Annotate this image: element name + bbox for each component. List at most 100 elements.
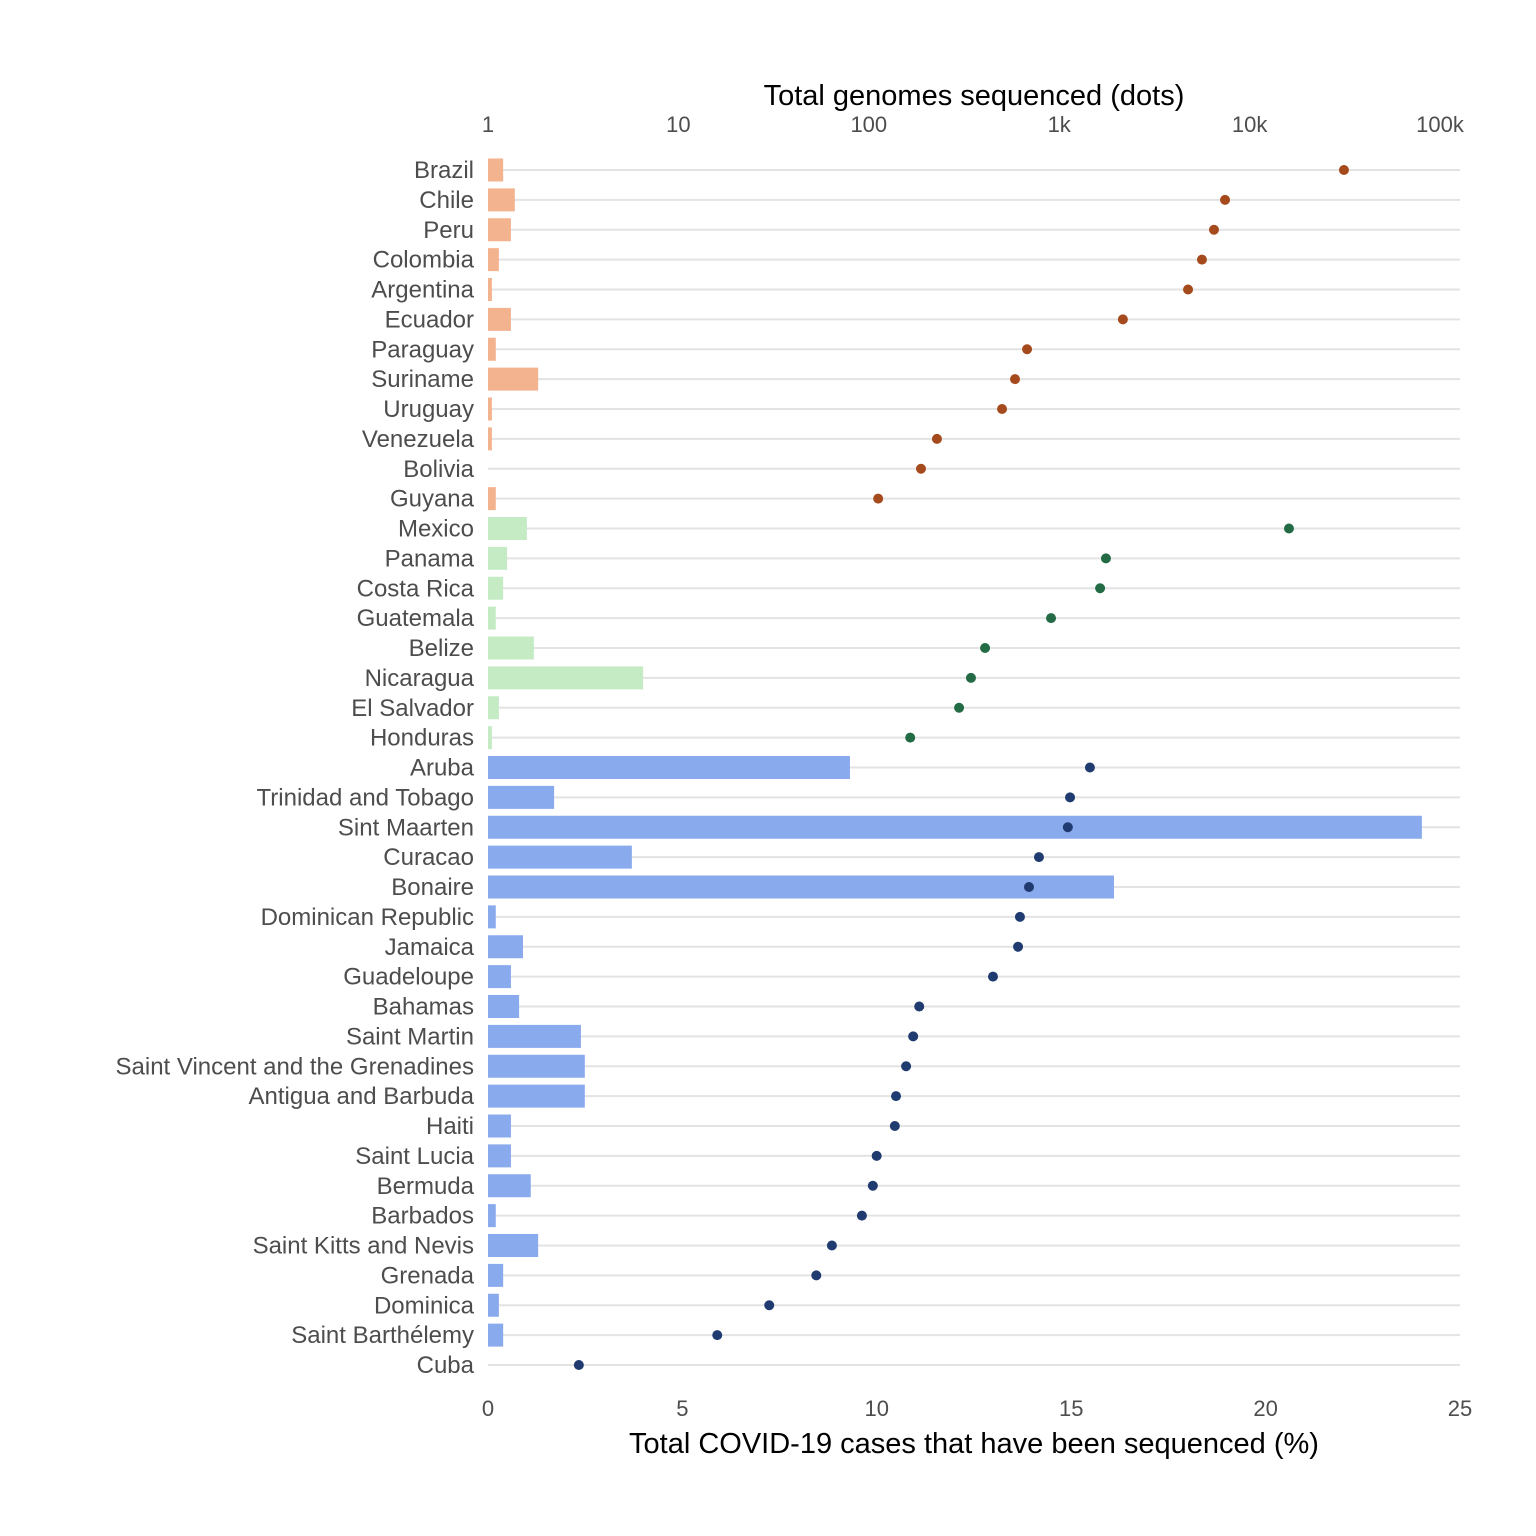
- dot-guatemala: [1046, 613, 1057, 624]
- top-tick-label: 10: [666, 112, 690, 137]
- bar-nicaragua: [488, 666, 644, 690]
- dot-mexico: [1283, 523, 1294, 534]
- row-label: Grenada: [381, 1262, 475, 1289]
- row-label: Bermuda: [377, 1173, 475, 1200]
- top-axis-ticks: 1 10 100 1k 10k 100k: [482, 112, 1465, 137]
- bar-grenada: [488, 1263, 504, 1287]
- bottom-axis-ticks: 0 5 10 15 20 25: [482, 1396, 1472, 1421]
- dot-paraguay: [1022, 344, 1033, 355]
- bar-aruba: [488, 756, 850, 779]
- bar-bermuda: [488, 1174, 531, 1198]
- dot-colombia: [1196, 254, 1207, 265]
- dot-haiti: [889, 1121, 900, 1131]
- bottom-tick-label: 25: [1448, 1396, 1472, 1421]
- x-axis-title: Total COVID-19 cases that have been sequ…: [629, 1428, 1319, 1460]
- dot-sint-maarten: [1062, 822, 1073, 833]
- bar-dominican-republic: [488, 905, 496, 929]
- dot-suriname: [1010, 374, 1021, 385]
- bar-saint-martin: [488, 1024, 581, 1048]
- dot-barbados: [856, 1210, 867, 1221]
- dot-saint-kitts-and-nevis: [826, 1240, 837, 1251]
- row-label: Suriname: [371, 366, 474, 393]
- top-axis-title: Total genomes sequenced (dots): [764, 80, 1185, 112]
- bar-el-salvador: [488, 696, 499, 720]
- bottom-tick-label: 5: [676, 1396, 688, 1421]
- dot-dominican-republic: [1014, 911, 1025, 922]
- row-label: Jamaica: [385, 934, 475, 961]
- dot-dominica: [764, 1300, 775, 1311]
- row-label: Belize: [409, 635, 474, 662]
- dot-curacao: [1033, 852, 1044, 863]
- bar-belize: [488, 636, 534, 660]
- dot-bahamas: [914, 1001, 925, 1012]
- dot-saint-vincent-and-the-grenadines: [901, 1061, 912, 1072]
- bars: [488, 158, 1422, 1347]
- row-label: Costa Rica: [357, 575, 475, 602]
- bar-bonaire: [488, 875, 1114, 899]
- row-label: Guatemala: [357, 605, 475, 632]
- row-label: Peru: [423, 217, 474, 244]
- dot-trinidad-and-tobago: [1065, 792, 1076, 803]
- row-label: Dominica: [374, 1292, 475, 1319]
- top-tick-label: 1k: [1048, 112, 1072, 137]
- dot-bermuda: [867, 1180, 878, 1191]
- bar-haiti: [488, 1114, 511, 1138]
- bar-guadeloupe: [488, 965, 511, 989]
- bar-guatemala: [488, 606, 496, 630]
- row-label: Venezuela: [362, 426, 475, 453]
- dot-aruba: [1084, 762, 1095, 773]
- row-label: Argentina: [371, 277, 474, 304]
- top-tick-label: 1: [482, 112, 494, 137]
- dot-peru: [1208, 224, 1219, 235]
- row-label: Curacao: [383, 844, 474, 871]
- bar-jamaica: [488, 935, 523, 959]
- row-label: El Salvador: [351, 695, 474, 722]
- bar-bahamas: [488, 995, 520, 1018]
- bar-ecuador: [488, 307, 511, 331]
- dot-cuba: [573, 1360, 584, 1370]
- dot-honduras: [905, 732, 916, 743]
- bar-mexico: [488, 517, 527, 540]
- dot-grenada: [811, 1270, 822, 1281]
- bar-trinidad-and-tobago: [488, 785, 555, 809]
- bottom-tick-label: 20: [1253, 1396, 1277, 1421]
- dot-bonaire: [1023, 882, 1034, 892]
- row-label: Trinidad and Tobago: [257, 784, 475, 811]
- dot-nicaragua: [965, 672, 976, 683]
- row-label: Colombia: [373, 247, 475, 274]
- dot-el-salvador: [954, 702, 965, 713]
- bar-saint-vincent-and-the-grenadines: [488, 1054, 585, 1078]
- row-label: Guyana: [390, 486, 475, 513]
- dot-guyana: [873, 493, 884, 504]
- dot-chile: [1220, 194, 1231, 205]
- dot-saint-martin: [908, 1031, 919, 1042]
- bar-sint-maarten: [488, 815, 1422, 839]
- bar-costa-rica: [488, 576, 504, 600]
- dot-belize: [980, 643, 991, 653]
- row-label: Saint Kitts and Nevis: [253, 1233, 474, 1260]
- bar-suriname: [488, 367, 539, 391]
- top-tick-label: 100k: [1416, 112, 1465, 137]
- dot-uruguay: [997, 404, 1008, 414]
- row-label: Bolivia: [403, 456, 474, 483]
- bar-venezuela: [488, 427, 492, 451]
- dot-costa-rica: [1095, 583, 1106, 594]
- dot-argentina: [1183, 284, 1194, 295]
- row-label: Dominican Republic: [261, 904, 474, 931]
- row-label: Brazil: [414, 157, 474, 184]
- row-label: Sint Maarten: [338, 814, 474, 841]
- row-label: Cuba: [417, 1352, 475, 1379]
- dot-ecuador: [1117, 314, 1128, 325]
- dot-guadeloupe: [987, 971, 998, 982]
- row-label: Chile: [419, 187, 474, 214]
- row-label: Paraguay: [371, 336, 474, 363]
- bar-curacao: [488, 845, 632, 869]
- bar-saint-kitts-and-nevis: [488, 1234, 539, 1257]
- top-tick-label: 10k: [1232, 112, 1268, 137]
- bar-uruguay: [488, 397, 492, 421]
- bar-argentina: [488, 278, 492, 301]
- row-label: Uruguay: [383, 396, 474, 423]
- bar-antigua-and-barbuda: [488, 1084, 585, 1108]
